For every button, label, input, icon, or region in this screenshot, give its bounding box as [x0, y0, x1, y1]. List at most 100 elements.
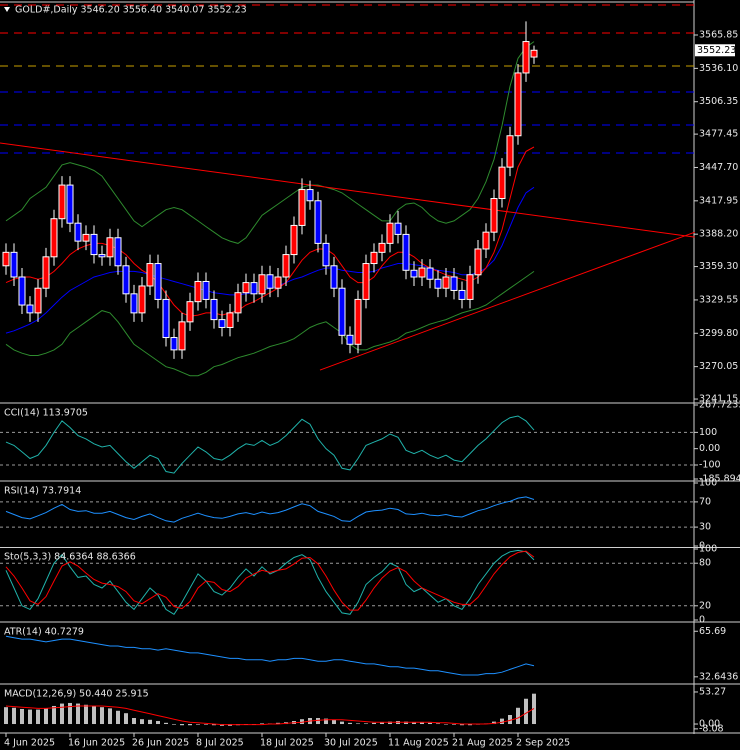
- macd-bar: [140, 719, 144, 725]
- candle-body: [194, 280, 202, 303]
- candle-body: [482, 231, 490, 250]
- x-tick-label: 4 Jun 2025: [4, 738, 55, 749]
- y-tick-label: -8.08: [699, 723, 724, 734]
- candle-body: [26, 304, 34, 314]
- candle-body: [258, 274, 266, 295]
- y-tick-label: 267.7233: [699, 400, 740, 411]
- y-tick-label: 100: [699, 544, 717, 555]
- x-tick-label: 11 Aug 2025: [388, 738, 449, 749]
- y-tick-label: 70: [699, 496, 711, 507]
- y-tick-label: 0: [699, 541, 705, 552]
- macd-bar: [436, 723, 440, 725]
- macd-bar: [300, 719, 304, 725]
- candle-body: [458, 289, 466, 300]
- macd-bar: [60, 703, 64, 725]
- y-tick-label: 3241.15: [699, 394, 738, 405]
- x-tick-label: 8 Jul 2025: [196, 738, 244, 749]
- y-tick-label: 20: [699, 600, 711, 611]
- indicator-line: [5, 550, 535, 611]
- macd-bar: [316, 718, 320, 725]
- candle-body: [202, 280, 210, 300]
- candle-body: [146, 263, 154, 287]
- candle-body: [154, 263, 162, 300]
- macd-bar: [380, 722, 384, 725]
- x-tick-label: 2 Sep 2025: [516, 738, 570, 749]
- y-tick-label: 3536.10: [699, 63, 738, 74]
- y-tick-label: 32.6436: [699, 671, 738, 682]
- macd-bar: [364, 723, 368, 725]
- macd-bar: [276, 722, 280, 725]
- x-tick-label: 16 Jun 2025: [68, 738, 125, 749]
- menu-triangle[interactable]: [4, 7, 10, 12]
- macd-bar: [452, 724, 456, 725]
- macd-bar: [212, 724, 216, 726]
- macd-bar: [204, 724, 208, 725]
- macd-bar: [332, 719, 336, 725]
- candle-body: [442, 276, 450, 289]
- macd-bar: [28, 709, 32, 725]
- macd-bar: [428, 722, 432, 725]
- indicator-line: [5, 705, 535, 726]
- panel-title: ATR(14) 40.7279: [4, 627, 84, 638]
- macd-bar: [492, 721, 496, 725]
- y-tick-label: 3477.45: [699, 129, 738, 140]
- candle-body: [474, 248, 482, 276]
- candle-body: [506, 135, 514, 168]
- panel-title: Sto(5,3,3) 84.6364 88.6366: [4, 552, 136, 563]
- candle-body: [290, 224, 298, 256]
- y-tick-label: 53.27: [699, 686, 726, 697]
- panel-title: MACD(12,26,9) 50.440 25.915: [4, 689, 149, 700]
- macd-bar: [164, 722, 168, 725]
- candle-body: [250, 282, 258, 295]
- candle-body: [66, 184, 74, 224]
- trend-line: [319, 231, 695, 371]
- macd-bar: [196, 724, 200, 725]
- macd-bar: [124, 713, 128, 725]
- y-tick-label: -185.8940: [699, 474, 740, 485]
- candle-body: [354, 298, 362, 345]
- y-tick-label: 3270.05: [699, 361, 738, 372]
- candle-body: [322, 242, 330, 267]
- y-tick-label: 3329.55: [699, 294, 738, 305]
- candle-body: [130, 293, 138, 314]
- candle-body: [74, 222, 82, 242]
- candle-body: [490, 198, 498, 233]
- macd-bar: [524, 698, 528, 725]
- panel-title: CCI(14) 113.9705: [4, 408, 88, 419]
- y-tick-label: 80: [699, 558, 711, 569]
- macd-bar: [404, 721, 408, 725]
- candle-body: [346, 334, 354, 345]
- y-tick-label: 3565.85: [699, 30, 738, 41]
- indicator-line: [5, 41, 535, 244]
- y-tick-label: 3506.35: [699, 96, 738, 107]
- macd-bar: [460, 724, 464, 726]
- macd-bar: [116, 710, 120, 725]
- y-tick-label: 3359.30: [699, 261, 738, 272]
- candle-body: [530, 49, 538, 58]
- candle-body: [434, 278, 442, 289]
- candle-body: [282, 254, 290, 278]
- x-tick-label: 21 Aug 2025: [452, 738, 513, 749]
- macd-bar: [356, 723, 360, 725]
- indicator-line: [5, 496, 535, 523]
- macd-bar: [108, 708, 112, 725]
- macd-bar: [68, 702, 72, 725]
- candle-body: [338, 287, 346, 336]
- candle-body: [386, 222, 394, 244]
- y-tick-label: 65.69: [699, 626, 726, 637]
- indicator-line: [5, 635, 535, 676]
- candle-body: [378, 242, 386, 253]
- macd-bar: [388, 721, 392, 725]
- candle-body: [138, 285, 146, 314]
- macd-bar: [348, 722, 352, 725]
- candle-body: [314, 200, 322, 244]
- candle-body: [402, 233, 410, 271]
- candle-body: [82, 233, 90, 242]
- candle-body: [330, 265, 338, 289]
- candle-body: [242, 282, 250, 294]
- candle-body: [466, 274, 474, 300]
- macd-bar: [260, 723, 264, 725]
- macd-bar: [420, 722, 424, 725]
- macd-bar: [148, 719, 152, 725]
